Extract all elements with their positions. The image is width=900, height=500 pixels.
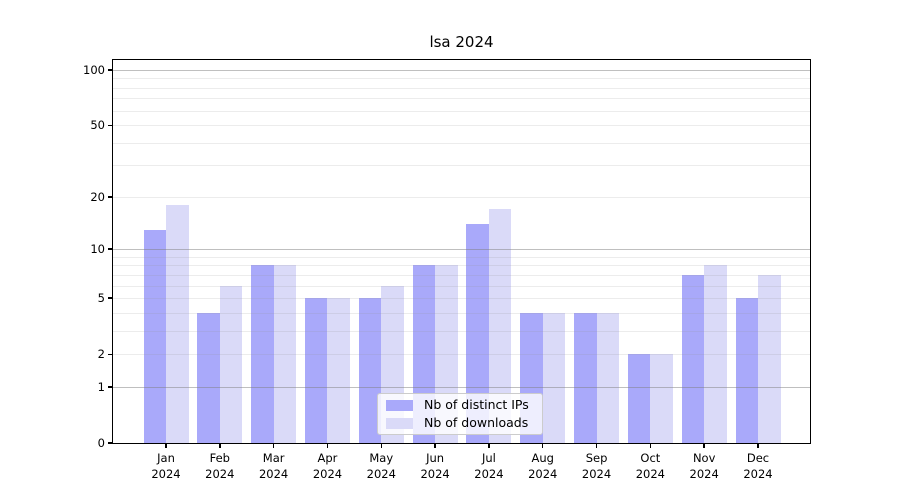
x-tick-mark-feb	[219, 444, 221, 448]
x-tick-label-jan: Jan 2024	[151, 451, 181, 481]
x-tick-label-feb: Feb 2024	[205, 451, 235, 481]
bar-apr-downloads	[327, 298, 350, 443]
bar-apr-distinct-ips	[304, 298, 328, 443]
bar-jul-distinct-ips	[466, 224, 489, 443]
bar-jul-downloads	[488, 209, 512, 443]
y-tick-mark-100	[108, 69, 112, 71]
legend-label-downloads: Nb of downloads	[424, 415, 529, 430]
gridline-5	[113, 298, 810, 300]
x-tick-label-mar: Mar 2024	[258, 451, 289, 481]
bar-dec-downloads	[758, 274, 781, 443]
bar-jan-distinct-ips	[143, 229, 166, 443]
x-tick-mark-sep	[595, 444, 598, 448]
y-tick-label-10: 10	[90, 242, 105, 257]
legend-label-distinct-ips: Nb of distinct IPs	[424, 397, 529, 412]
gridline-8	[113, 265, 810, 267]
plot-area	[113, 60, 810, 443]
gridline-9	[113, 256, 810, 258]
x-tick-label-aug: Aug 2024	[528, 451, 558, 481]
x-tick-mark-jul	[488, 444, 490, 448]
x-tick-label-dec: Dec 2024	[743, 451, 773, 481]
y-tick-label-5: 5	[97, 291, 105, 306]
y-tick-label-1: 1	[97, 379, 105, 394]
x-tick-mark-dec	[757, 444, 759, 448]
legend-item-downloads: Nb of downloads	[386, 416, 542, 430]
bar-jan-downloads	[166, 205, 189, 443]
bar-oct-downloads	[650, 354, 673, 443]
y-tick-label-100: 100	[83, 63, 105, 77]
x-tick-label-jul: Jul 2024	[474, 451, 504, 481]
y-tick-mark-20	[108, 196, 112, 198]
y-tick-mark-5	[108, 297, 112, 299]
bar-sep-downloads	[596, 312, 620, 443]
gridline-50	[113, 125, 810, 127]
x-tick-label-may: May 2024	[366, 451, 396, 481]
bar-oct-distinct-ips	[627, 354, 651, 443]
y-tick-mark-50	[108, 124, 112, 126]
x-tick-mark-jun	[434, 444, 436, 448]
x-tick-label-nov: Nov 2024	[689, 451, 719, 481]
y-tick-label-0: 0	[97, 436, 105, 450]
x-tick-mark-may	[380, 444, 382, 448]
y-tick-label-50: 50	[90, 118, 105, 133]
bar-feb-distinct-ips	[197, 312, 220, 443]
bar-nov-distinct-ips	[681, 274, 705, 443]
bar-sep-distinct-ips	[574, 312, 597, 443]
bar-mar-downloads	[273, 265, 297, 443]
x-tick-mark-nov	[703, 444, 705, 448]
gridline-6	[113, 285, 810, 287]
x-tick-mark-jan	[165, 444, 167, 448]
bar-feb-downloads	[219, 285, 243, 443]
y-tick-label-2: 2	[97, 347, 105, 362]
x-tick-label-sep: Sep 2024	[581, 451, 612, 481]
gridline-90	[113, 78, 810, 80]
y-tick-mark-0	[108, 442, 112, 444]
x-tick-mark-apr	[326, 444, 329, 448]
gridline-2	[113, 354, 810, 356]
gridline-100	[113, 70, 810, 71]
gridline-60	[113, 110, 810, 112]
bar-aug-downloads	[542, 312, 566, 443]
bar-mar-distinct-ips	[251, 265, 274, 443]
x-tick-label-apr: Apr 2024	[312, 451, 343, 481]
y-tick-mark-10	[108, 248, 112, 250]
gridline-4	[113, 312, 810, 314]
y-tick-mark-1	[108, 386, 112, 388]
x-tick-mark-aug	[542, 444, 544, 448]
gridline-30	[113, 165, 810, 167]
gridline-10	[113, 249, 810, 251]
gridline-40	[113, 142, 810, 144]
legend-item-distinct-ips: Nb of distinct IPs	[386, 398, 542, 412]
gridline-1	[113, 386, 810, 388]
x-tick-label-jun: Jun 2024	[420, 451, 450, 481]
bar-dec-distinct-ips	[735, 298, 758, 443]
x-tick-label-oct: Oct 2024	[635, 451, 665, 481]
gridline-7	[113, 274, 810, 276]
gridline-3	[113, 330, 810, 332]
chart-title: lsa 2024	[429, 33, 494, 51]
y-tick-label-20: 20	[90, 189, 105, 204]
gridline-20	[113, 196, 810, 198]
x-tick-mark-oct	[649, 444, 652, 448]
legend-swatch-distinct-ips	[386, 399, 413, 411]
gridline-70	[113, 98, 810, 100]
x-tick-mark-mar	[272, 444, 275, 448]
bar-nov-downloads	[704, 265, 727, 443]
legend-swatch-downloads	[386, 417, 413, 429]
legend: Nb of distinct IPs Nb of downloads	[377, 393, 543, 435]
gridline-80	[113, 87, 810, 89]
y-tick-mark-2	[108, 353, 112, 355]
bar-may-distinct-ips	[358, 298, 382, 443]
